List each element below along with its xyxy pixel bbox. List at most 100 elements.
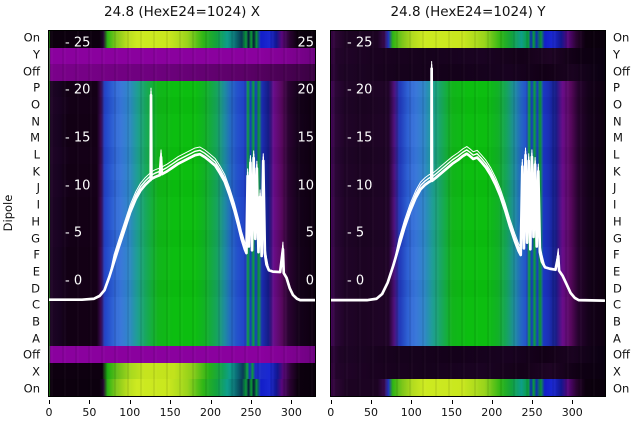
row-label: H [613, 214, 622, 229]
panel-x-title: 24.8 (HexE24=1024) X [103, 4, 260, 20]
heatmap-texture [331, 31, 605, 396]
heatmap-texture [49, 31, 315, 396]
heatmap-row [49, 97, 315, 114]
row-label: O [613, 97, 623, 112]
row-label: M [30, 130, 40, 145]
row-label: Off [23, 63, 40, 78]
inner-y-tick-right: 10 [297, 178, 314, 194]
x-tick-mark [411, 400, 413, 404]
row-label: C [31, 297, 40, 312]
heatmap-row [331, 279, 605, 297]
inner-y-tick: - 25 [65, 35, 91, 51]
inner-y-tick-right: 15 [297, 130, 314, 146]
row-label: F [613, 247, 620, 262]
row-label: D [613, 280, 622, 295]
x-tick-mark [572, 400, 574, 404]
profile-overlay [331, 31, 605, 396]
profile-curve [49, 88, 314, 300]
inner-y-tick-right: 20 [297, 82, 314, 98]
x-tick-mark [250, 400, 252, 404]
profile-curve [49, 95, 314, 300]
row-label: J [36, 180, 40, 195]
heatmap-row [49, 113, 315, 131]
profile-curve [331, 69, 604, 301]
row-label: K [32, 164, 40, 179]
x-tick-label: 250 [240, 406, 262, 419]
heatmap-row [331, 97, 605, 114]
row-label: M [613, 130, 623, 145]
row-label: J [613, 180, 617, 195]
heatmap-row [331, 296, 605, 314]
heatmap-row [49, 31, 315, 48]
heatmap-row [49, 362, 315, 380]
row-label: D [31, 280, 40, 295]
x-tick-label: 50 [364, 406, 379, 419]
row-label: H [31, 214, 40, 229]
x-tick-label: 300 [561, 406, 583, 419]
heatmap-row [49, 296, 315, 314]
x-axis-left-panel: 0 50 100 150 200 250 300 [45, 397, 316, 425]
row-label: L [33, 147, 40, 162]
heatmap-row [49, 329, 315, 347]
x-tick-label: 50 [82, 406, 97, 419]
x-tick-mark [129, 400, 131, 404]
x-tick-label: 300 [280, 406, 302, 419]
row-label: Off [613, 347, 630, 362]
row-label: I [613, 197, 617, 212]
heatmap-row [49, 64, 315, 81]
heatmap-row [331, 130, 605, 148]
x-tick-label: 150 [159, 406, 181, 419]
row-label: N [31, 114, 40, 128]
x-tick-mark [170, 400, 172, 404]
x-tick-label: 150 [441, 406, 462, 419]
row-label: X [32, 364, 40, 379]
row-labels-left: On Y Off P O N M L K J I H G F E D C B A Off X On [0, 30, 44, 397]
heatmap-row [331, 113, 605, 131]
heatmap-panel-x: - 25 - 20 - 15 - 10 - 5 - 0 25 20 15 10 5 0 [48, 30, 316, 397]
x-tick-label: 100 [400, 406, 422, 419]
row-label: On [23, 30, 40, 45]
inner-y-tick-right: 5 [305, 225, 314, 241]
heatmap-row [331, 263, 605, 280]
inner-y-tick: - 0 [65, 273, 83, 289]
inner-y-tick: - 10 [65, 178, 91, 194]
x-tick-mark [451, 400, 453, 404]
heatmap-row [49, 279, 315, 297]
x-tick-mark [371, 400, 373, 404]
heatmap-row [49, 130, 315, 148]
inner-y-tick-right: 25 [297, 35, 314, 51]
inner-y-tick: - 5 [65, 225, 83, 241]
row-label: A [32, 330, 40, 345]
row-label: X [613, 364, 621, 379]
heatmap-panel-y: - 25 - 20 - 15 - 10 - 5 - 0 [330, 30, 606, 397]
heatmap-row [49, 346, 315, 363]
row-label: B [613, 314, 621, 329]
heatmap-row [331, 329, 605, 347]
x-tick-mark [89, 400, 91, 404]
row-label: P [613, 80, 620, 95]
row-label: K [613, 164, 621, 179]
row-label: L [613, 147, 620, 162]
x-tick-mark [491, 400, 493, 404]
row-label: A [613, 330, 621, 345]
row-label: C [613, 297, 622, 312]
heatmap-row [331, 362, 605, 380]
heatmap-row [331, 379, 605, 396]
row-label: Off [613, 63, 630, 78]
row-label: On [613, 30, 630, 45]
heatmap-row [331, 246, 605, 264]
heatmap-row [331, 64, 605, 81]
x-tick-label: 0 [327, 406, 335, 419]
inner-y-tick: - 25 [347, 35, 373, 51]
x-tick-mark [291, 400, 293, 404]
inner-y-tick: - 15 [65, 130, 91, 146]
x-axis-right-panel: 0 50 100 150 200 250 300 [327, 397, 606, 425]
heatmap-row [49, 47, 315, 65]
row-label: Off [23, 347, 40, 362]
row-labels-right: On Y Off P O N M L K J I H G F E D C B A Off X On [611, 30, 640, 397]
heatmap-row [331, 31, 605, 48]
row-label: B [32, 314, 40, 329]
inner-y-tick-right: 0 [305, 273, 314, 289]
row-label: On [23, 380, 40, 395]
heatmap-row [49, 263, 315, 280]
